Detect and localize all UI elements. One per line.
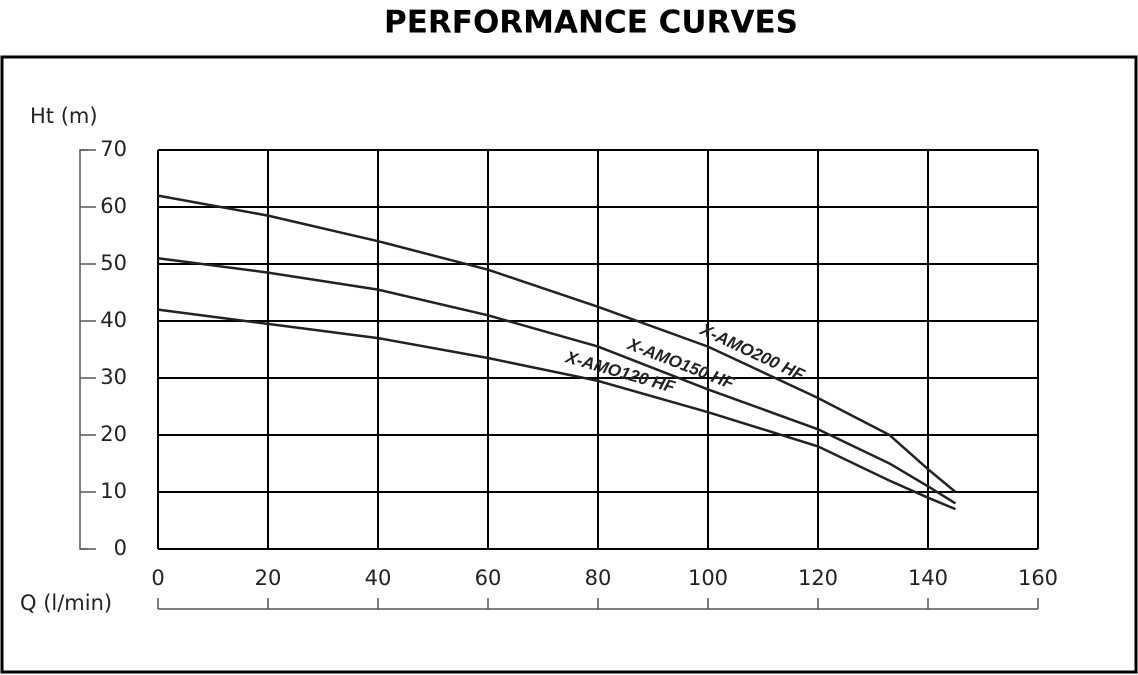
- x-tick-label: 140: [908, 566, 948, 590]
- x-tick-label: 20: [255, 566, 282, 590]
- x-tick-label: 120: [798, 566, 838, 590]
- x-tick-label: 160: [1018, 566, 1058, 590]
- y-tick-label: 70: [100, 137, 127, 161]
- y-tick-label: 0: [114, 536, 127, 560]
- curve: [157, 257, 957, 505]
- y-tick-label: 40: [100, 308, 127, 332]
- x-tick-label: 40: [365, 566, 392, 590]
- y-tick-label: 60: [100, 194, 127, 218]
- x-tick-label: 60: [475, 566, 502, 590]
- frame: [0, 55, 1138, 674]
- y-tick-label: 30: [100, 365, 127, 389]
- chart-title: PERFORMANCE CURVES: [384, 5, 798, 41]
- y-tick-label: 20: [100, 422, 127, 446]
- x-tick-label: 80: [585, 566, 612, 590]
- x-axis-label: Q (l/min): [20, 591, 112, 615]
- x-tick-label: 100: [688, 566, 728, 590]
- x-tick-label: 0: [151, 566, 164, 590]
- curve: [157, 194, 957, 493]
- y-tick-label: 50: [100, 251, 127, 275]
- y-axis-label: Ht (m): [30, 104, 98, 128]
- curve: [157, 308, 956, 511]
- y-bracket: [79, 149, 88, 550]
- y-tick-label: 10: [100, 479, 127, 503]
